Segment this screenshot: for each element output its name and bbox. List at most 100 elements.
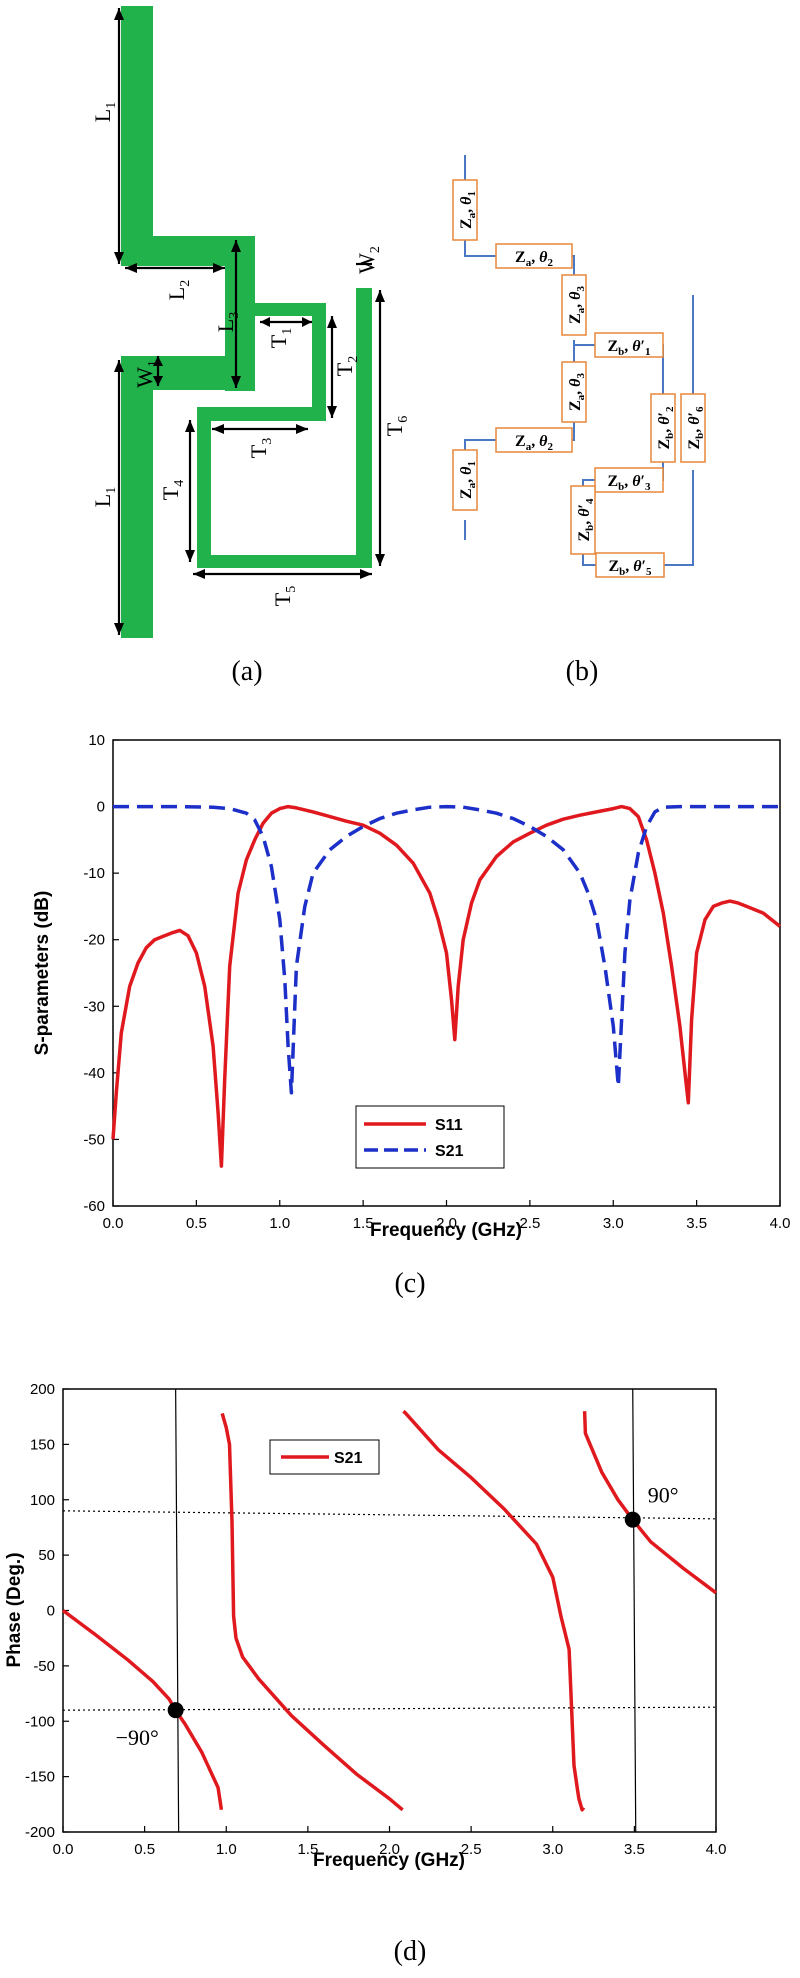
y-axis-label-c: S-parameters (dB)	[32, 891, 53, 1056]
trace-seg-T5	[197, 555, 372, 568]
label-T3: T3	[246, 438, 275, 458]
y-tick-label: 0	[97, 799, 105, 816]
y-tick-label: -100	[25, 1713, 55, 1730]
x-tick-label: 1.0	[269, 1215, 290, 1232]
label-L3: L3	[213, 312, 242, 332]
svg-text:Zb, θ′6: Zb, θ′6	[686, 406, 706, 450]
trace-seg-L1-top	[121, 6, 153, 242]
x-tick-label: 3.5	[686, 1215, 707, 1232]
reference-line-vertical	[632, 1388, 637, 1833]
panel-d-chart: 0.0 0.5 1.0 1.5 2.0 2.5 3.0 3.5 4.0 200 150 100 50 0 -…	[4, 1381, 726, 1967]
legend-label-s11: S11	[435, 1117, 463, 1134]
svg-text:Zb, θ′1: Zb, θ′1	[607, 338, 650, 358]
line-path-3	[464, 340, 575, 480]
legend-label-s21-phase: S21	[334, 1450, 363, 1467]
trace-seg-T4	[197, 407, 211, 568]
trace-seg-T2	[312, 303, 326, 419]
y-tick-label: 0	[47, 1603, 55, 1620]
x-tick-label: 1.5	[353, 1215, 374, 1232]
y-tick-label: 50	[38, 1547, 55, 1564]
markers-d: −90° 90°	[116, 1483, 679, 1750]
y-tick-label: -40	[83, 1065, 105, 1082]
trace-seg-T3	[197, 407, 326, 421]
label-T5: T5	[270, 586, 299, 606]
x-tick-label: 2.0	[379, 1841, 400, 1858]
label-L1-bottom: L1	[90, 487, 119, 507]
reference-lines-d	[62, 1388, 717, 1833]
arrow-heads	[114, 8, 385, 635]
x-tick-label: 1.0	[216, 1841, 237, 1858]
legend-d: S21	[269, 1439, 380, 1475]
series-line-s21	[113, 804, 780, 1095]
line-path-8	[660, 470, 694, 566]
box-zb-thetap1: Zb, θ′1	[594, 332, 664, 358]
series-line-s21	[61, 1409, 718, 1812]
box-zb-thetap2: Zb, θ′2	[650, 393, 676, 463]
svg-text:Za, θ1: Za, θ1	[458, 191, 478, 229]
box-za-theta2-bottom: Za, θ2	[495, 427, 573, 453]
label-T6: T6	[382, 416, 411, 436]
y-axis-label-d: Phase (Deg.)	[4, 1552, 25, 1667]
marker-label: −90°	[116, 1725, 159, 1750]
box-za-theta1-bottom: Za, θ1	[452, 449, 478, 511]
y-tick-label: -200	[25, 1824, 55, 1841]
svg-text:Zb, θ′2: Zb, θ′2	[656, 406, 676, 450]
x-tick-label: 4.0	[770, 1215, 791, 1232]
x-axis-label-d: Frequency (GHz)	[313, 1850, 465, 1871]
label-T4: T4	[158, 480, 187, 500]
legend-label-s21: S21	[435, 1143, 464, 1160]
box-zb-thetap4: Zb, θ′4	[570, 485, 596, 555]
trace-seg-T1	[252, 303, 320, 316]
y-tick-label: -30	[83, 998, 105, 1015]
svg-text:Za, θ1: Za, θ1	[458, 461, 478, 499]
box-za-theta3-top: Za, θ3	[561, 274, 587, 336]
box-zb-thetap5: Zb, θ′5	[595, 552, 665, 578]
trace-seg-L1-bottom	[121, 356, 153, 638]
y-tick-label: 200	[30, 1381, 55, 1398]
svg-text:Zb, θ′4: Zb, θ′4	[576, 498, 596, 542]
caption-c: (c)	[394, 1268, 425, 1299]
plot-frame-d	[62, 1388, 717, 1833]
x-tick-label: 1.5	[297, 1841, 318, 1858]
panel-a-layout: L1 L2 L3 W1 L1 T1 T2 T3 T4 T5 T6 W2 (a)	[90, 6, 411, 687]
label-L2: L2	[164, 280, 193, 300]
marker-label: 90°	[648, 1483, 679, 1508]
x-tick-label: 2.5	[519, 1215, 540, 1232]
label-T1: T1	[266, 328, 295, 348]
trace-seg-T6	[356, 288, 372, 568]
svg-text:Zb, θ′5: Zb, θ′5	[608, 558, 652, 578]
x-tick-label: 0.5	[186, 1215, 207, 1232]
caption-a: (a)	[231, 656, 262, 687]
marker-point	[624, 1511, 641, 1528]
x-tick-label: 3.5	[624, 1841, 645, 1858]
x-tick-label: 3.0	[603, 1215, 624, 1232]
y-tick-label: -50	[83, 1131, 105, 1148]
y-tick-label: -50	[33, 1658, 55, 1675]
microstrip-trace	[121, 6, 372, 638]
y-tick-label: -20	[83, 932, 105, 949]
y-tick-label: 150	[30, 1436, 55, 1453]
box-zb-thetap3: Zb, θ′3	[594, 467, 664, 493]
caption-b: (b)	[566, 656, 599, 687]
panel-c-chart: 0.0 0.5 1.0 1.5 2.0 2.5 3.0 3.5 4.0 10 0 -10 -20 -30 -…	[32, 732, 790, 1299]
label-T2: T2	[332, 356, 361, 376]
legend-box-c	[355, 1105, 505, 1169]
box-za-theta2-top: Za, θ2	[495, 243, 573, 269]
y-tick-label: 100	[30, 1492, 55, 1509]
y-tick-label: -10	[83, 865, 105, 882]
series-d	[61, 1409, 718, 1812]
ticks-d: 0.0 0.5 1.0 1.5 2.0 2.5 3.0 3.5 4.0 200 150 100 50 0 -…	[25, 1381, 726, 1858]
reference-line-vertical	[175, 1388, 180, 1833]
x-tick-label: 0.0	[53, 1841, 74, 1858]
reference-line-horizontal	[62, 1510, 717, 1520]
box-za-theta1-top: Za, θ1	[452, 179, 478, 241]
svg-text:Za, θ2: Za, θ2	[515, 249, 553, 269]
schematic-boxes: Za, θ1 Za, θ2 Za, θ3 Zb, θ′1 Za, θ3 Za, …	[452, 179, 706, 578]
series-line-s11	[111, 804, 782, 1168]
marker-point	[167, 1702, 184, 1719]
box-za-theta3-bottom: Za, θ3	[561, 361, 587, 423]
legend-c: S11 S21	[355, 1105, 505, 1169]
x-tick-label: 2.0	[436, 1215, 457, 1232]
label-W1: W1	[132, 360, 161, 388]
